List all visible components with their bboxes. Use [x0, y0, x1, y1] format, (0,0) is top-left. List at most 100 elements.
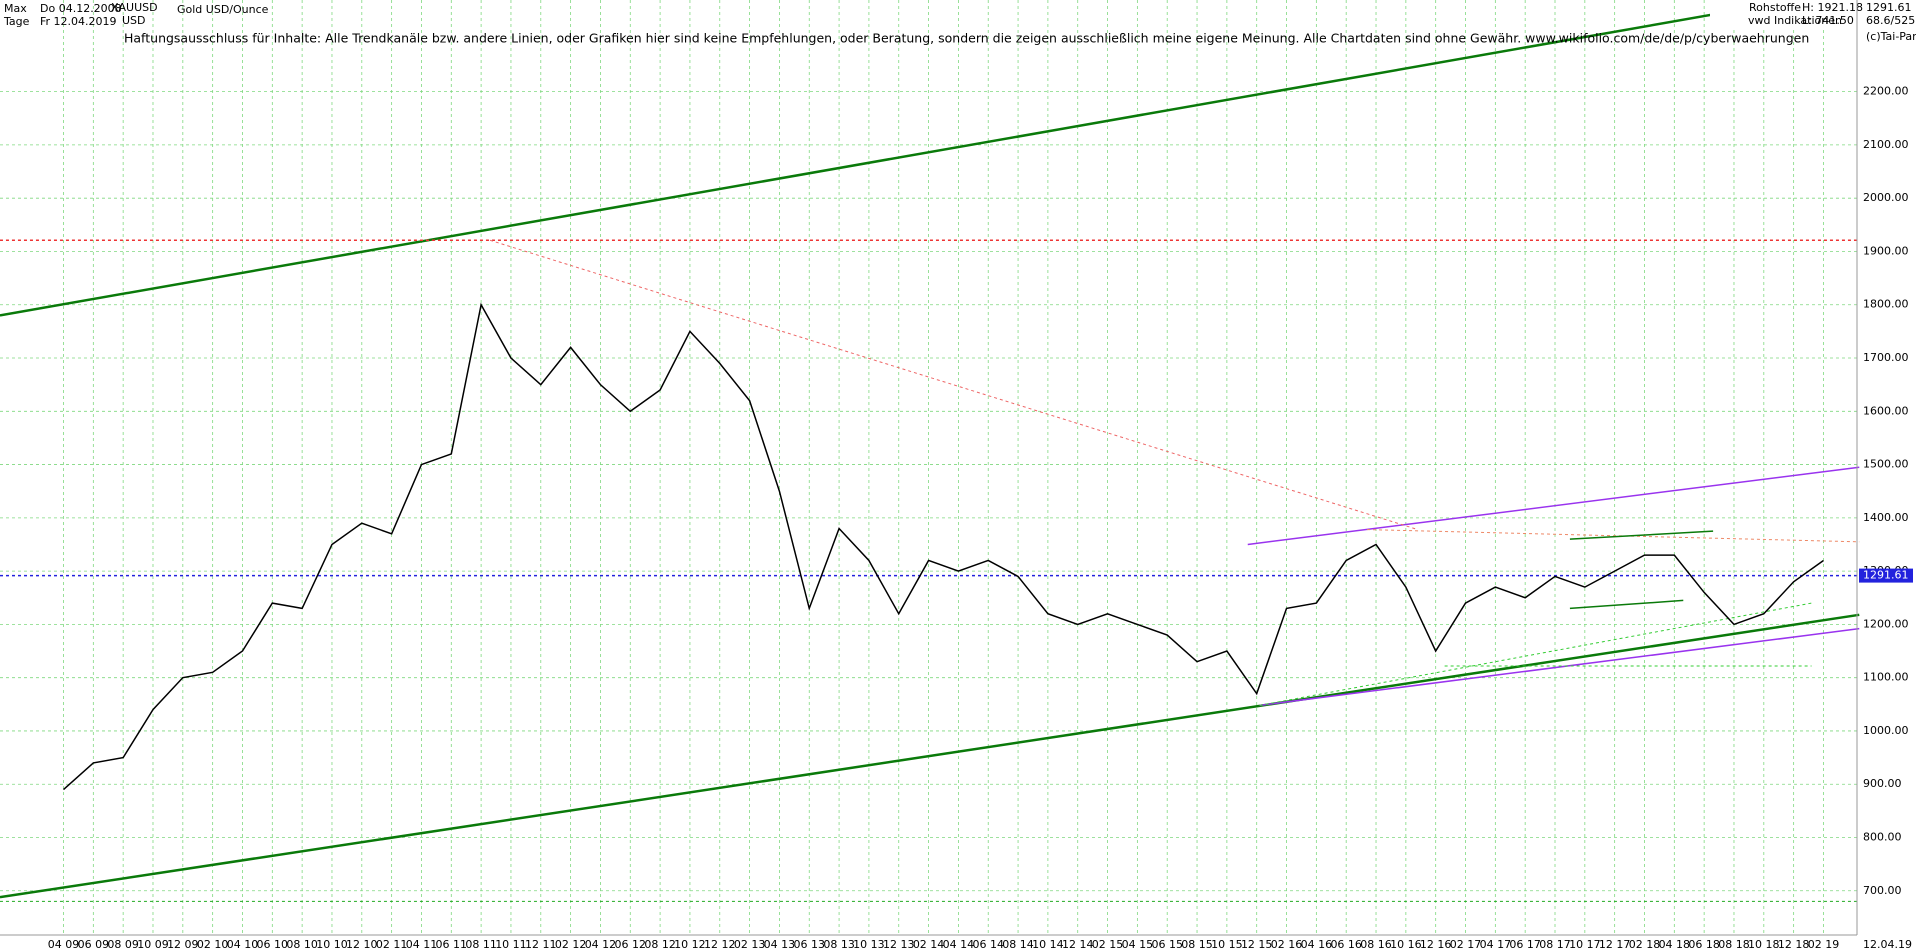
y-tick-label: 2000.00: [1863, 191, 1909, 204]
last-price-header: 1291.61: [1866, 1, 1912, 14]
x-tick-label: 02 11: [376, 938, 408, 951]
x-tick-label: 08 10: [286, 938, 318, 951]
last-price-box: [1859, 568, 1913, 583]
y-tick-label: 1800.00: [1863, 298, 1909, 311]
x-tick-label: 02 10: [197, 938, 229, 951]
x-tick-label: 10 14: [1032, 938, 1064, 951]
x-tick-label: 10 12: [674, 938, 706, 951]
y-tick-label: 900.00: [1863, 777, 1902, 790]
last-price-label: 1291.61: [1863, 569, 1909, 582]
x-tick-label: 08 09: [107, 938, 139, 951]
x-tick-label: 12 13: [883, 938, 915, 951]
x-tick-label: 04 11: [406, 938, 438, 951]
group: Rohstoffe: [1749, 1, 1801, 14]
plot: [0, 0, 1860, 935]
range[interactable]: Max: [4, 2, 27, 15]
x-tick-label: 08 12: [644, 938, 676, 951]
trend-line: [1247, 466, 1860, 546]
x-tick-label: 02 17: [1450, 938, 1482, 951]
x-tick-label: 10 09: [137, 938, 169, 951]
price-line: [63, 302, 1824, 791]
y-tick-label: 2100.00: [1863, 138, 1909, 151]
trend-line: [0, 613, 1860, 899]
trend-line: [1367, 529, 1860, 543]
x-tick-label: 02 16: [1271, 938, 1303, 951]
x-tick-label: 02 18: [1629, 938, 1661, 951]
y-tick-label: 1200.00: [1863, 617, 1909, 630]
high: H: 1921.18: [1802, 1, 1863, 14]
x-tick-label: 08 18: [1718, 938, 1750, 951]
start-date: Do 04.12.2008: [40, 2, 122, 15]
x-tick-label: 06 15: [1151, 938, 1183, 951]
x-tick-label: 12 18: [1778, 938, 1810, 951]
x-tick-label: 06 16: [1330, 938, 1362, 951]
low: L: 741.50: [1802, 14, 1854, 27]
symbol: XAUUSD: [111, 1, 158, 14]
copyright: (c)Tai-Pan: [1866, 30, 1916, 43]
y-tick-label: 2200.00: [1863, 85, 1909, 98]
source: vwd Indikationen: [1748, 14, 1842, 27]
x-tick-label: 12 15: [1241, 938, 1273, 951]
x-tick-label: 04 09: [48, 938, 80, 951]
x-tick-label: 04 10: [227, 938, 259, 951]
x-last-label: 12.04.19: [1863, 938, 1912, 951]
x-tick-label: 08 16: [1360, 938, 1392, 951]
x-tick-label: 04 13: [764, 938, 796, 951]
period[interactable]: Tage: [3, 15, 30, 28]
y-tick-label: 800.00: [1863, 831, 1902, 844]
y-tick-label: 1900.00: [1863, 244, 1909, 257]
instrument: Gold USD/Ounce: [177, 3, 269, 16]
x-tick-label: 02 14: [913, 938, 945, 951]
x-tick-label: 06 13: [794, 938, 826, 951]
x-tick-label: 12 12: [704, 938, 736, 951]
disclaimer: Haftungsausschluss für Inhalte: Alle Tre…: [124, 31, 1809, 46]
x-tick-label: 08 14: [1002, 938, 1034, 951]
end-date: Fr 12.04.2019: [40, 15, 117, 28]
x-tick-label: 12 11: [525, 938, 557, 951]
x-tick-label: 06 14: [972, 938, 1004, 951]
x-tick-label: 06 11: [436, 938, 468, 951]
x-tick-label: 08 15: [1181, 938, 1213, 951]
info-box: [1710, 0, 1860, 30]
x-tick-label: 02 13: [734, 938, 766, 951]
x-tick-label: 08 11: [465, 938, 497, 951]
y-tick-label: 1600.00: [1863, 404, 1909, 417]
x-tick-label: 06 18: [1688, 938, 1720, 951]
x-tick-label: 10 13: [853, 938, 885, 951]
x-tick-label: 10 17: [1569, 938, 1601, 951]
x-tick-label: 12 17: [1599, 938, 1631, 951]
x-tick-label: 10 11: [495, 938, 527, 951]
x-tick-label: 04 12: [585, 938, 617, 951]
trend-line: [1259, 627, 1860, 707]
x-tick-label: 12 09: [167, 938, 199, 951]
x-tick-label: 04 18: [1659, 938, 1691, 951]
x-tick-label: 10 16: [1390, 938, 1422, 951]
x-tick-label: 06 17: [1509, 938, 1541, 951]
trend-line: [0, 0, 1803, 317]
y-tick-label: 1400.00: [1863, 511, 1909, 524]
y-tick-label: 1700.00: [1863, 351, 1909, 364]
y-tick-label: 1500.00: [1863, 458, 1909, 471]
x-tick-label: 12 10: [346, 938, 378, 951]
x-tick-label: 06 09: [78, 938, 110, 951]
y-tick-label: 1100.00: [1863, 671, 1909, 684]
x-tick-label: 06 10: [257, 938, 289, 951]
x-tick-label: 04 17: [1480, 938, 1512, 951]
x-tick-label: 06 12: [615, 938, 647, 951]
y-tick-label: 700.00: [1863, 884, 1902, 897]
x-tick-label: 10 18: [1748, 938, 1780, 951]
x-tick-label: 10 10: [316, 938, 348, 951]
x-tick-label: 04 16: [1301, 938, 1333, 951]
x-tick-label: 02 12: [555, 938, 587, 951]
x-tick-label: 04 15: [1122, 938, 1154, 951]
x-tick-label: 08 13: [823, 938, 855, 951]
x-tick-label: 02 19: [1808, 938, 1840, 951]
trend-line: [1569, 530, 1714, 540]
trend-line: [1569, 599, 1684, 610]
ratio: 68.6/525.5: [1866, 14, 1916, 27]
y-tick-label: 1000.00: [1863, 724, 1909, 737]
x-tick-label: 12 16: [1420, 938, 1452, 951]
x-tick-label: 08 17: [1539, 938, 1571, 951]
x-tick-label: 10 15: [1211, 938, 1243, 951]
